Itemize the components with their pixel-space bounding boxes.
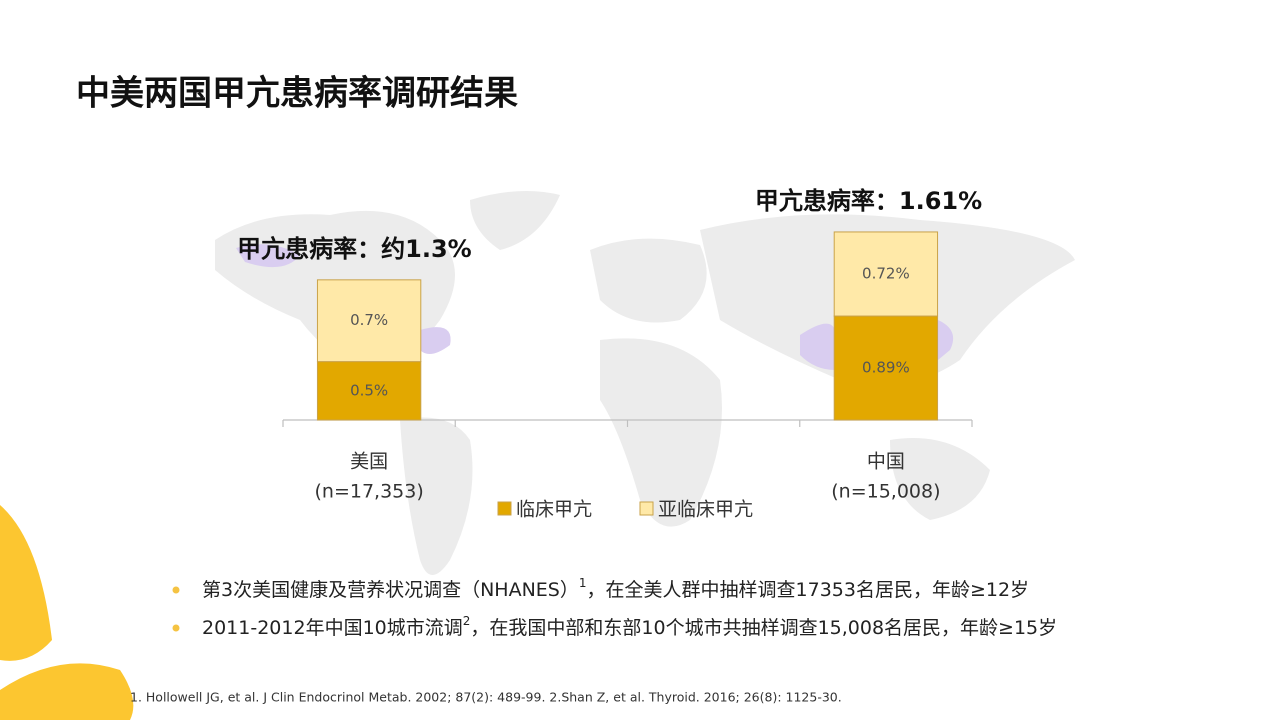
value-label: 0.89%: [862, 359, 910, 377]
usa-highlight: [420, 327, 451, 354]
value-label: 0.5%: [350, 381, 388, 399]
legend-swatch: [497, 501, 512, 516]
china-highlight: [800, 323, 835, 370]
x-tick-note: (n=17,353): [314, 481, 423, 503]
footnote: 1. Hollowell JG, et al. J Clin Endocrino…: [130, 690, 842, 705]
bullet-text: 第3次美国健康及营养状况调查（NHANES）1，在全美人群中抽样调查17353名…: [202, 576, 1029, 601]
x-tick-label: 中国: [867, 451, 905, 473]
total-annotation: 甲亢患病率：约1.3%: [237, 235, 472, 263]
china-highlight: [938, 320, 954, 360]
decor-shape: [0, 505, 52, 661]
decor-shape: [0, 663, 134, 720]
slide-title: 中美两国甲亢患病率调研结果: [76, 74, 518, 114]
bullet-part: 2011-2012年中国10城市流调: [202, 617, 463, 639]
total-annotation: 甲亢患病率：1.61%: [755, 187, 982, 215]
bullet-dot: [172, 624, 180, 632]
bar-segment: [833, 231, 939, 317]
superscript: 2: [463, 614, 471, 628]
legend-swatch: [639, 501, 654, 516]
legend-label: 临床甲亢: [516, 499, 592, 521]
bullet-text: 2011-2012年中国10城市流调2，在我国中部和东部10个城市共抽样调查15…: [202, 614, 1057, 639]
legend-label: 亚临床甲亢: [658, 499, 753, 521]
superscript: 1: [579, 576, 587, 590]
bar-segment: [316, 279, 422, 363]
bullet-part: ，在全美人群中抽样调查17353名居民，年龄≥12岁: [587, 579, 1030, 601]
bullet-part: ，在我国中部和东部10个城市共抽样调查15,008名居民，年龄≥15岁: [470, 617, 1057, 639]
bullet-dot: [172, 586, 180, 594]
value-label: 0.72%: [862, 265, 910, 283]
usa-highlight: [236, 244, 300, 268]
x-tick-note: (n=15,008): [831, 481, 940, 503]
value-label: 0.7%: [350, 311, 388, 329]
chart: 美国 (n=17,353) 0.5% 0.7% 甲亢患病率：约1.3% 中国 (n=15,0…: [237, 187, 982, 521]
x-tick-label: 美国: [350, 451, 388, 473]
bar-segment: [316, 361, 422, 421]
bullet-part: 第3次美国健康及营养状况调查（NHANES）: [202, 579, 579, 601]
